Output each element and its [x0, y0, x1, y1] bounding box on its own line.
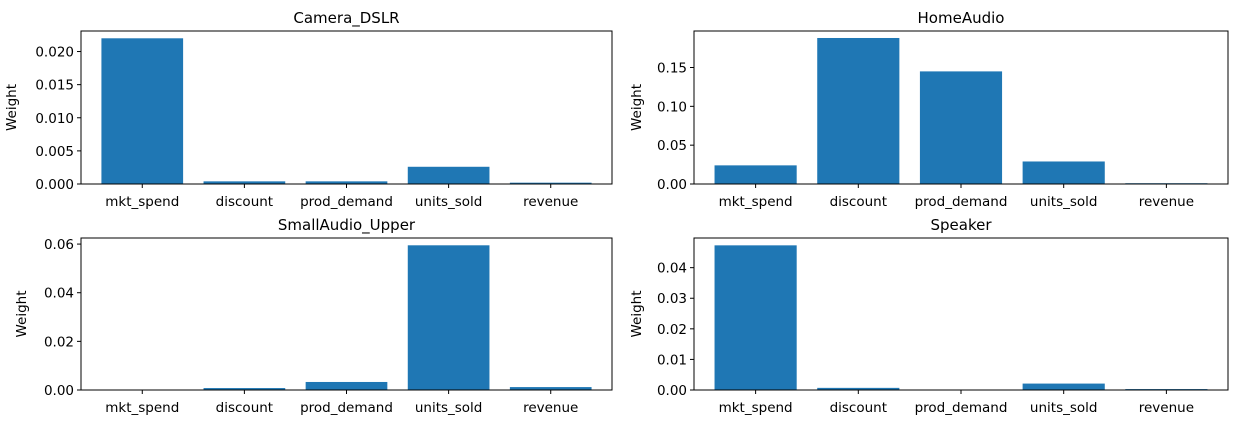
subplot-3: mkt_spend discount prod_demand units_sold re… — [14, 216, 613, 416]
x-tick-label: prod_demand — [915, 194, 1008, 210]
y-axis-label: Weight — [629, 290, 645, 337]
bar-units-sold — [407, 245, 490, 390]
x-tick-label: revenue — [523, 194, 578, 210]
y-tick-label: 0.00 — [44, 383, 74, 399]
bar-revenue — [509, 387, 592, 390]
bar-discount — [817, 387, 900, 390]
y-tick-label: 0.015 — [35, 78, 74, 94]
y-tick-label: 0.04 — [44, 286, 74, 302]
subplot-title: Camera_DSLR — [293, 9, 399, 28]
y-tick-label: 0.005 — [35, 144, 74, 160]
x-tick-label: revenue — [523, 400, 578, 416]
y-tick-label: 0.020 — [35, 45, 74, 61]
x-tick-label: units_sold — [1030, 400, 1098, 416]
bar-mkt-spend — [714, 245, 797, 390]
x-tick-label: prod_demand — [915, 400, 1008, 416]
bar-revenue — [509, 182, 592, 184]
y-tick-label: 0.04 — [657, 261, 687, 277]
y-tick-label: 0.10 — [657, 99, 687, 115]
y-axis-label: Weight — [14, 290, 30, 337]
y-tick-label: 0.00 — [657, 177, 687, 193]
x-tick-label: mkt_spend — [105, 194, 179, 210]
x-tick-label: discount — [216, 400, 273, 416]
bar-units-sold — [1022, 383, 1105, 390]
y-tick-label: 0.010 — [35, 111, 74, 127]
y-tick-label: 0.06 — [44, 237, 74, 253]
y-axis-label: Weight — [4, 84, 20, 131]
bar-prod-demand — [305, 181, 388, 184]
y-axis-label: Weight — [629, 84, 645, 131]
bar-units-sold — [1022, 161, 1105, 184]
x-tick-label: discount — [830, 194, 887, 210]
subplot-title: SmallAudio_Upper — [278, 216, 416, 235]
y-tick-label: 0.02 — [44, 334, 74, 350]
bar-mkt-spend — [714, 165, 797, 184]
subplot-2: mkt_spend discount prod_demand units_sold re… — [629, 9, 1229, 210]
x-tick-label: mkt_spend — [719, 194, 793, 210]
y-tick-label: 0.15 — [657, 61, 687, 77]
x-tick-label: discount — [830, 400, 887, 416]
subplot-title: Speaker — [930, 216, 992, 234]
y-tick-label: 0.05 — [657, 138, 687, 154]
x-tick-label: revenue — [1139, 400, 1194, 416]
x-tick-label: mkt_spend — [719, 400, 793, 416]
y-tick-label: 0.03 — [657, 291, 687, 307]
bar-mkt-spend — [101, 38, 184, 184]
axes-frame — [80, 237, 613, 391]
bar-units-sold — [407, 166, 490, 184]
bar-prod-demand — [919, 71, 1003, 184]
y-tick-label: 0.00 — [657, 383, 687, 399]
x-tick-label: units_sold — [415, 194, 483, 210]
x-tick-label: units_sold — [415, 400, 483, 416]
bar-prod-demand — [305, 381, 388, 390]
x-tick-label: units_sold — [1030, 194, 1098, 210]
subplot-title: HomeAudio — [918, 9, 1005, 27]
x-tick-label: prod_demand — [300, 194, 393, 210]
x-tick-label: discount — [216, 194, 273, 210]
subplot-1: mkt_spend discount prod_demand units_sold re… — [4, 9, 613, 210]
subplot-4: mkt_spend discount prod_demand units_sold re… — [629, 216, 1229, 416]
x-tick-label: mkt_spend — [105, 400, 179, 416]
y-tick-label: 0.01 — [657, 352, 687, 368]
bar-discount — [817, 37, 900, 184]
bar-discount — [203, 181, 286, 184]
bar-discount — [203, 388, 286, 390]
y-tick-label: 0.02 — [657, 322, 687, 338]
x-tick-label: revenue — [1139, 194, 1194, 210]
x-tick-label: prod_demand — [300, 400, 393, 416]
y-tick-label: 0.000 — [35, 177, 74, 193]
